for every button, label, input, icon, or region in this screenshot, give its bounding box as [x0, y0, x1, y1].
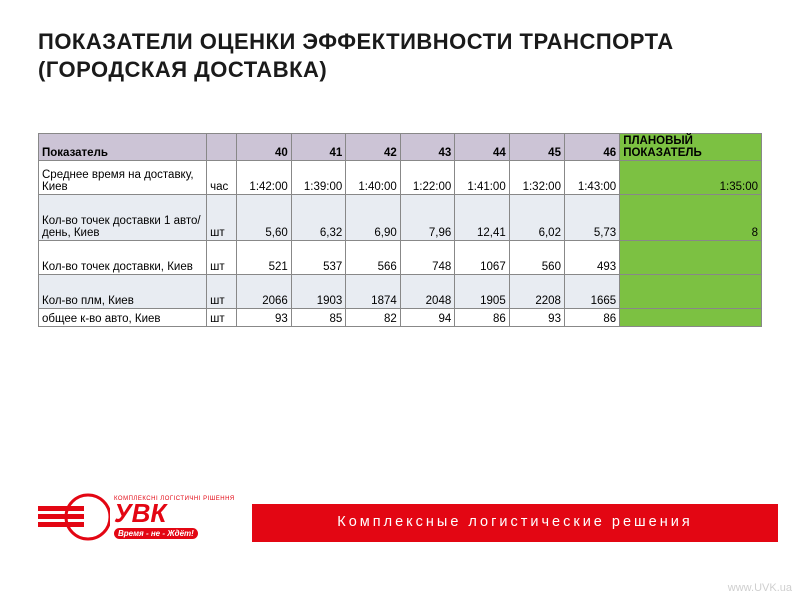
- header-week-46: 46: [564, 134, 619, 161]
- header-week-41: 41: [291, 134, 345, 161]
- table-row: Кол-во точек доставки 1 авто/день, Киевш…: [39, 195, 762, 241]
- header-week-45: 45: [509, 134, 564, 161]
- cell-value: 7,96: [400, 195, 454, 241]
- table-row: Среднее время на доставку, Киевчас1:42:0…: [39, 161, 762, 195]
- cell-value: 5,60: [237, 195, 291, 241]
- cell-value: 2048: [400, 275, 454, 309]
- cell-value: 86: [564, 309, 619, 327]
- table-header-row: Показатель 40 41 42 43 44 45 46 ПЛАНОВЫЙ…: [39, 134, 762, 161]
- cell-value: 566: [346, 241, 400, 275]
- header-week-43: 43: [400, 134, 454, 161]
- logo-text: УВК: [114, 500, 166, 526]
- cell-value: 5,73: [564, 195, 619, 241]
- header-plan: ПЛАНОВЫЙ ПОКАЗАТЕЛЬ: [620, 134, 762, 161]
- cell-value: 1903: [291, 275, 345, 309]
- cell-plan: [620, 309, 762, 327]
- cell-value: 94: [400, 309, 454, 327]
- cell-value: 521: [237, 241, 291, 275]
- cell-unit: шт: [207, 241, 237, 275]
- cell-value: 12,41: [455, 195, 509, 241]
- cell-value: 1:40:00: [346, 161, 400, 195]
- cell-metric: Кол-во точек доставки, Киев: [39, 241, 207, 275]
- cell-value: 86: [455, 309, 509, 327]
- cell-value: 1905: [455, 275, 509, 309]
- cell-value: 82: [346, 309, 400, 327]
- cell-value: 748: [400, 241, 454, 275]
- header-unit: [207, 134, 237, 161]
- footer-tagline-bar: Комплексные логистические решения: [252, 504, 778, 542]
- cell-value: 6,32: [291, 195, 345, 241]
- cell-unit: шт: [207, 195, 237, 241]
- cell-plan: [620, 275, 762, 309]
- cell-unit: шт: [207, 275, 237, 309]
- footer-tagline-text: Комплексные логистические решения: [337, 515, 692, 531]
- header-week-42: 42: [346, 134, 400, 161]
- cell-value: 93: [509, 309, 564, 327]
- cell-value: 1:39:00: [291, 161, 345, 195]
- cell-plan: [620, 241, 762, 275]
- cell-value: 560: [509, 241, 564, 275]
- cell-metric: Кол-во точек доставки 1 авто/день, Киев: [39, 195, 207, 241]
- logo-tagline: Время - не - Ждёт!: [114, 528, 198, 539]
- cell-value: 1:22:00: [400, 161, 454, 195]
- cell-value: 1:32:00: [509, 161, 564, 195]
- cell-metric: общее к-во авто, Киев: [39, 309, 207, 327]
- cell-value: 1067: [455, 241, 509, 275]
- cell-metric: Среднее время на доставку, Киев: [39, 161, 207, 195]
- cell-metric: Кол-во плм, Киев: [39, 275, 207, 309]
- cell-value: 537: [291, 241, 345, 275]
- cell-value: 1874: [346, 275, 400, 309]
- page-title: ПОКАЗАТЕЛИ ОЦЕНКИ ЭФФЕКТИВНОСТИ ТРАНСПОР…: [38, 28, 760, 83]
- table-body: Среднее время на доставку, Киевчас1:42:0…: [39, 161, 762, 327]
- cell-value: 85: [291, 309, 345, 327]
- cell-value: 6,02: [509, 195, 564, 241]
- cell-value: 493: [564, 241, 619, 275]
- table-row: Кол-во точек доставки, Киевшт52153756674…: [39, 241, 762, 275]
- table-row: общее к-во авто, Киевшт93858294869386: [39, 309, 762, 327]
- cell-value: 2066: [237, 275, 291, 309]
- cell-value: 6,90: [346, 195, 400, 241]
- cell-plan: 1:35:00: [620, 161, 762, 195]
- cell-value: 93: [237, 309, 291, 327]
- cell-value: 1:43:00: [564, 161, 619, 195]
- kpi-table: Показатель 40 41 42 43 44 45 46 ПЛАНОВЫЙ…: [38, 133, 762, 327]
- kpi-table-wrap: Показатель 40 41 42 43 44 45 46 ПЛАНОВЫЙ…: [38, 133, 762, 327]
- cell-value: 1:42:00: [237, 161, 291, 195]
- table-row: Кол-во плм, Киевшт2066190318742048190522…: [39, 275, 762, 309]
- site-url: www.UVK.ua: [728, 582, 792, 594]
- header-week-44: 44: [455, 134, 509, 161]
- cell-value: 1:41:00: [455, 161, 509, 195]
- header-week-40: 40: [237, 134, 291, 161]
- wing-icon: [38, 490, 110, 544]
- cell-plan: 8: [620, 195, 762, 241]
- cell-unit: час: [207, 161, 237, 195]
- brand-logo: КОМПЛЕКСНІ ЛОГІСТИЧНІ РІШЕННЯ УВК Время …: [38, 490, 235, 544]
- header-metric: Показатель: [39, 134, 207, 161]
- cell-value: 2208: [509, 275, 564, 309]
- cell-value: 1665: [564, 275, 619, 309]
- cell-unit: шт: [207, 309, 237, 327]
